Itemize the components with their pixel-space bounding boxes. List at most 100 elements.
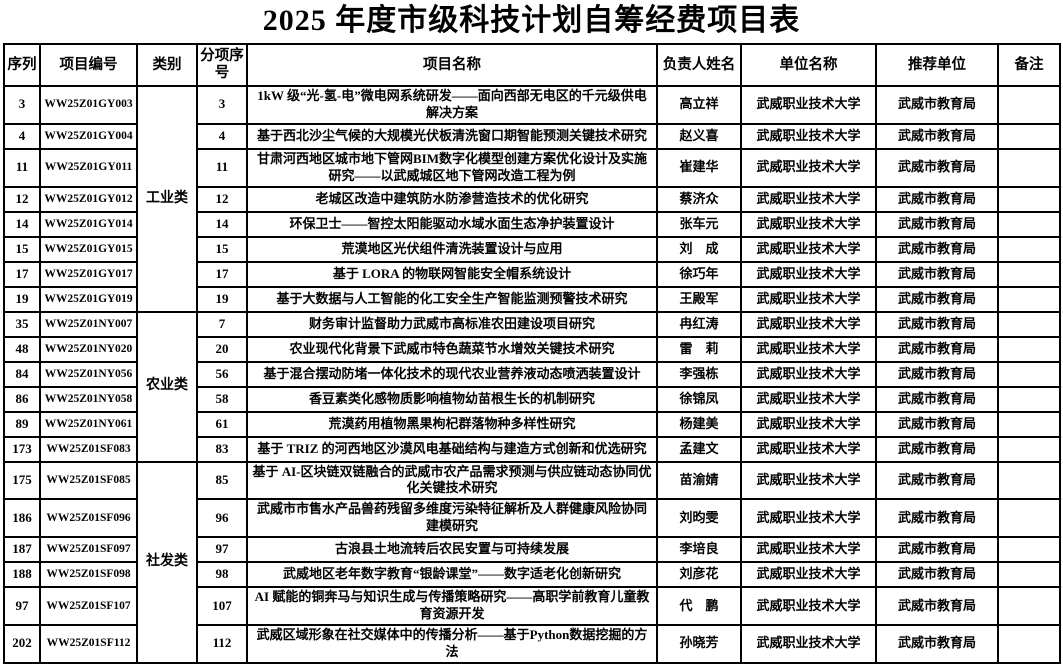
table-row: 35 WW25Z01NY007 农业类 7 财务审计监督助力武威市高标准农田建设项目研究…	[3, 310, 1061, 463]
cell-seq: 89	[3, 410, 41, 438]
cell-org: 武威职业技术大学	[740, 586, 877, 626]
cell-org: 武威职业技术大学	[740, 410, 877, 438]
cell-seq: 14	[3, 210, 41, 238]
table-row: 202 WW25Z01SF112 112 武威区域形象在社交媒体中的传播分析——基于P…	[3, 623, 1061, 664]
cell-code: WW25Z01SF112	[39, 623, 138, 664]
cell-name: 基于混合摆动防堵一体化技术的现代农业营养液动态喷洒装置设计	[246, 360, 658, 388]
col-header-name: 项目名称	[246, 43, 658, 87]
cell-org: 武威职业技术大学	[740, 285, 877, 313]
cell-code: WW25Z01GY014	[39, 210, 138, 238]
category-cell: 农业类	[136, 310, 198, 463]
cell-sub: 61	[196, 410, 248, 438]
cell-sub: 14	[196, 210, 248, 238]
cell-seq: 84	[3, 360, 41, 388]
cell-person: 孙晓芳	[656, 623, 742, 664]
cell-org: 武威职业技术大学	[740, 185, 877, 213]
cell-sub: 20	[196, 335, 248, 363]
cell-name: 1kW 级“光-氢-电”微电网系统研发——面向西部无电区的千元级供电解决方案	[246, 85, 658, 125]
cell-person: 李强栋	[656, 360, 742, 388]
cell-recommender: 武威市教育局	[875, 360, 999, 388]
cell-sub: 19	[196, 285, 248, 313]
cell-name: AI 赋能的铜奔马与知识生成与传播策略研究——高职学前教育儿童教育资源开发	[246, 586, 658, 626]
table-row: 14 WW25Z01GY014 14 环保卫士——智控太阳能驱动水域水面生态净护装置设…	[3, 210, 1061, 238]
cell-code: WW25Z01GY004	[39, 122, 138, 150]
projects-table: 序列 项目编号 类别 分项序号 项目名称 负责人姓名 单位名称 推荐单位 备注 3 WW25Z01…	[3, 43, 1061, 664]
cell-recommender: 武威市教育局	[875, 498, 999, 539]
col-header-recommender: 推荐单位	[875, 43, 999, 87]
cell-org: 武威职业技术大学	[740, 498, 877, 539]
cell-sub: 4	[196, 122, 248, 150]
cell-code: WW25Z01GY012	[39, 185, 138, 213]
cell-recommender: 武威市教育局	[875, 536, 999, 564]
cell-code: WW25Z01SF107	[39, 586, 138, 626]
cell-person: 杨建美	[656, 410, 742, 438]
cell-name: 老城区改造中建筑防水防渗营造技术的优化研究	[246, 185, 658, 213]
cell-code: WW25Z01GY003	[39, 85, 138, 125]
cell-person: 赵义喜	[656, 122, 742, 150]
table-row: 3 WW25Z01GY003 工业类 3 1kW 级“光-氢-电”微电网系统研发——面向…	[3, 85, 1061, 313]
cell-person: 蔡济众	[656, 185, 742, 213]
table-row: 97 WW25Z01SF107 107 AI 赋能的铜奔马与知识生成与传播策略研究——…	[3, 586, 1061, 626]
col-header-sub: 分项序号	[196, 43, 248, 87]
cell-org: 武威职业技术大学	[740, 536, 877, 564]
cell-sub: 12	[196, 185, 248, 213]
cell-seq: 186	[3, 498, 41, 539]
cell-seq: 35	[3, 310, 41, 338]
cell-person: 孟建文	[656, 435, 742, 463]
table-row: 11 WW25Z01GY011 11 甘肃河西地区城市地下管网BIM数字化模型创建方案…	[3, 147, 1061, 188]
cell-seq: 202	[3, 623, 41, 664]
table-row: 15 WW25Z01GY015 15 荒漠地区光伏组件清洗装置设计与应用刘 成武威职业…	[3, 235, 1061, 263]
cell-org: 武威职业技术大学	[740, 235, 877, 263]
cell-recommender: 武威市教育局	[875, 623, 999, 664]
cell-recommender: 武威市教育局	[875, 185, 999, 213]
table-header: 序列 项目编号 类别 分项序号 项目名称 负责人姓名 单位名称 推荐单位 备注	[3, 43, 1061, 87]
table-row: 89 WW25Z01NY061 61 荒漠药用植物黑果枸杞群落物种多样性研究 杨建美 武威…	[3, 410, 1061, 438]
cell-remark	[997, 210, 1061, 238]
cell-code: WW25Z01GY011	[39, 147, 138, 188]
cell-sub: 83	[196, 435, 248, 463]
cell-person: 崔建华	[656, 147, 742, 188]
cell-org: 武威职业技术大学	[740, 210, 877, 238]
cell-code: WW25Z01NY058	[39, 385, 138, 413]
cell-seq: 187	[3, 536, 41, 564]
table-row: 188 WW25Z01SF098 98 武威地区老年数字教育“银龄课堂”——数字适老化…	[3, 561, 1061, 589]
cell-name: 甘肃河西地区城市地下管网BIM数字化模型创建方案优化设计及实施研究——以武威城区…	[246, 147, 658, 188]
header-row: 序列 项目编号 类别 分项序号 项目名称 负责人姓名 单位名称 推荐单位 备注	[3, 43, 1061, 87]
table-row: 12 WW25Z01GY012 12 老城区改造中建筑防水防渗营造技术的优化研究 蔡济众…	[3, 185, 1061, 213]
cell-sub: 97	[196, 536, 248, 564]
cell-remark	[997, 122, 1061, 150]
table-row: 19 WW25Z01GY019 19 基于大数据与人工智能的化工安全生产智能监测预警技…	[3, 285, 1061, 313]
cell-person: 刘昀雯	[656, 498, 742, 539]
cell-person: 王殿军	[656, 285, 742, 313]
cell-seq: 17	[3, 260, 41, 288]
cell-person: 刘彦花	[656, 561, 742, 589]
cell-recommender: 武威市教育局	[875, 85, 999, 125]
cell-org: 武威职业技术大学	[740, 310, 877, 338]
cell-remark	[997, 335, 1061, 363]
cell-code: WW25Z01GY015	[39, 235, 138, 263]
cell-name: 武威地区老年数字教育“银龄课堂”——数字适老化创新研究	[246, 561, 658, 589]
table-row: 187 WW25Z01SF097 97 古浪县土地流转后农民安置与可持续发展 李培良 武威…	[3, 536, 1061, 564]
cell-recommender: 武威市教育局	[875, 260, 999, 288]
table-row: 48 WW25Z01NY020 20 农业现代化背景下武威市特色蔬菜节水增效关键技术研…	[3, 335, 1061, 363]
cell-code: WW25Z01GY019	[39, 285, 138, 313]
cell-remark	[997, 435, 1061, 463]
table-row: 84 WW25Z01NY056 56 基于混合摆动防堵一体化技术的现代农业营养液动态喷…	[3, 360, 1061, 388]
cell-person: 高立祥	[656, 85, 742, 125]
cell-seq: 48	[3, 335, 41, 363]
cell-name: 香豆素类化感物质影响植物幼苗根生长的机制研究	[246, 385, 658, 413]
cell-remark	[997, 385, 1061, 413]
cell-name: 农业现代化背景下武威市特色蔬菜节水增效关键技术研究	[246, 335, 658, 363]
cell-sub: 17	[196, 260, 248, 288]
cell-person: 李培良	[656, 536, 742, 564]
col-header-code: 项目编号	[39, 43, 138, 87]
cell-org: 武威职业技术大学	[740, 147, 877, 188]
cell-person: 张车元	[656, 210, 742, 238]
cell-org: 武威职业技术大学	[740, 360, 877, 388]
cell-sub: 56	[196, 360, 248, 388]
cell-remark	[997, 285, 1061, 313]
table-row: 86 WW25Z01NY058 58 香豆素类化感物质影响植物幼苗根生长的机制研究 徐锦…	[3, 385, 1061, 413]
category-cell: 工业类	[136, 85, 198, 313]
page-title: 2025 年度市级科技计划自筹经费项目表	[262, 4, 801, 37]
cell-code: WW25Z01SF083	[39, 435, 138, 463]
